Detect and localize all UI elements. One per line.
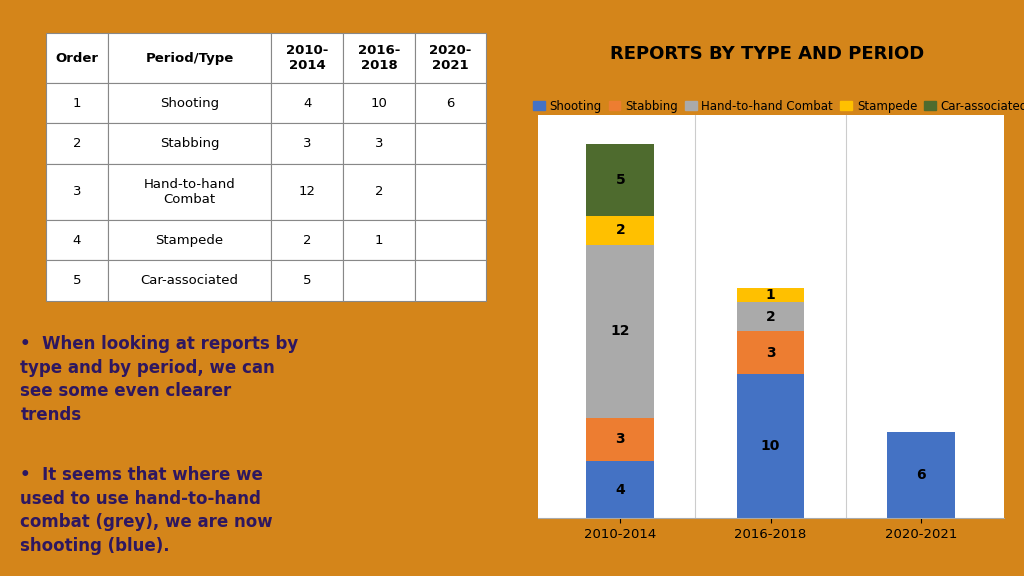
Text: 6: 6 [916, 468, 926, 482]
Text: 3: 3 [766, 346, 775, 360]
Text: 4: 4 [615, 483, 625, 497]
Bar [736, 288, 805, 302]
Text: 5: 5 [615, 173, 625, 187]
Bar [587, 144, 654, 216]
Bar [587, 245, 654, 418]
Text: REPORTS BY TYPE AND PERIOD: REPORTS BY TYPE AND PERIOD [610, 45, 924, 63]
Bar [736, 302, 805, 331]
Bar [736, 331, 805, 374]
Bar [587, 216, 654, 245]
Text: 2: 2 [766, 310, 775, 324]
Bar [587, 418, 654, 461]
Text: 12: 12 [610, 324, 630, 338]
Text: •  When looking at reports by
type and by period, we can
see some even clearer
t: • When looking at reports by type and by… [20, 335, 299, 424]
Text: 10: 10 [761, 439, 780, 453]
Text: 3: 3 [615, 432, 625, 446]
Text: •  It seems that where we
used to use hand-to-hand
combat (grey), we are now
sho: • It seems that where we used to use han… [20, 466, 273, 555]
Legend: Shooting, Stabbing, Hand-to-hand Combat, Stampede, Car-associated: Shooting, Stabbing, Hand-to-hand Combat,… [528, 95, 1024, 118]
Bar [587, 461, 654, 518]
Bar [887, 432, 954, 518]
Text: 2: 2 [615, 223, 625, 237]
Text: 1: 1 [766, 288, 775, 302]
Bar [736, 374, 805, 518]
